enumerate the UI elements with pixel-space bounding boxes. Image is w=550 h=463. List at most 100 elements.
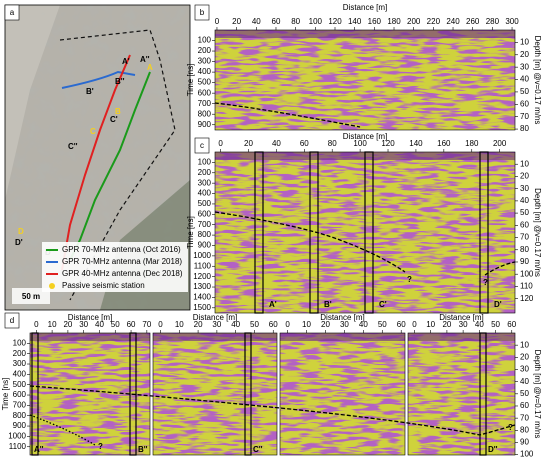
profile-mark: C'' (253, 445, 263, 454)
profile-label: C'' (68, 142, 78, 151)
x-tick-label: 280 (486, 17, 500, 26)
crossing-box (129, 332, 137, 456)
x-tick-label: 10 (175, 320, 184, 329)
y-tick-label: 500 (198, 78, 212, 87)
x-tick-label: 0 (158, 320, 163, 329)
legend-box (42, 242, 188, 292)
y2-tick-label: 10 (520, 340, 529, 349)
x-tick-label: 80 (328, 139, 337, 148)
y2-tick-label: 80 (520, 124, 529, 133)
profile-mark: C' (379, 300, 387, 309)
x-tick-label: 60 (507, 320, 516, 329)
y-tick-label: 500 (13, 380, 27, 389)
boundary (59, 29, 176, 301)
y2-tick-label: 70 (520, 233, 529, 242)
legend-label: GPR 70-MHz antenna (Oct 2016) (62, 245, 181, 254)
x-tick-label: 60 (397, 320, 406, 329)
x-tick-label: 300 (505, 17, 519, 26)
radargram-frame (29, 332, 151, 456)
crossing-box (254, 151, 264, 314)
y-tick-label: 800 (198, 109, 212, 118)
radargram-frame (214, 29, 516, 131)
y-tick-label: 900 (13, 421, 27, 430)
profile-mark: A' (269, 300, 277, 309)
y2-axis-title: Depth [m] @v=0.17 m/ns (533, 36, 542, 125)
y2-tick-label: 10 (520, 159, 529, 168)
x-tick-label: 20 (63, 320, 72, 329)
x-tick-label: 10 (302, 320, 311, 329)
question-mark: ? (483, 278, 488, 287)
radargram-frame (279, 332, 406, 456)
radargram-top (280, 333, 405, 341)
y2-tick-label: 40 (520, 196, 529, 205)
x-axis-title: Distance [m] (320, 313, 364, 322)
profile-mark: B'' (138, 445, 148, 454)
crossing-box (364, 151, 374, 314)
y-tick-label: 600 (13, 390, 27, 399)
y2-tick-label: 70 (520, 112, 529, 121)
y-axis-title: Time [ns] (186, 216, 195, 249)
profile-label: A'' (140, 55, 150, 64)
legend-label: GPR 40-MHz antenna (Dec 2018) (62, 269, 183, 278)
x-tick-label: 50 (111, 320, 120, 329)
y-tick-label: 400 (198, 67, 212, 76)
radargram-texture (215, 30, 515, 130)
line-letter: A (147, 63, 153, 72)
x-tick-label: 40 (272, 139, 281, 148)
y2-tick-label: 70 (520, 413, 529, 422)
panel-label-box (4, 4, 20, 21)
y-tick-label: 1300 (193, 282, 211, 291)
panel-label: b (200, 8, 205, 17)
legend-label: GPR 70-MHz antenna (Mar 2018) (62, 257, 182, 266)
x-tick-label: 30 (212, 320, 221, 329)
y2-tick-label: 80 (520, 425, 529, 434)
y-tick-label: 800 (198, 230, 212, 239)
y-tick-label: 900 (198, 241, 212, 250)
interface-line (214, 211, 406, 273)
x-tick-label: 100 (309, 17, 323, 26)
y-tick-label: 700 (198, 220, 212, 229)
crossing-box (31, 332, 39, 456)
y-tick-label: 1100 (9, 442, 27, 451)
y2-tick-label: 40 (520, 377, 529, 386)
x-tick-label: 50 (491, 320, 500, 329)
y-tick-label: 600 (198, 88, 212, 97)
x-tick-label: 160 (368, 17, 382, 26)
y2-tick-label: 20 (520, 352, 529, 361)
y-tick-label: 300 (13, 359, 27, 368)
question-mark: ? (508, 423, 513, 432)
x-tick-label: 160 (437, 139, 451, 148)
y-axis-title: Time [ns] (1, 378, 10, 411)
y-tick-label: 900 (198, 120, 212, 129)
x-tick-label: 60 (300, 139, 309, 148)
y2-tick-label: 50 (520, 208, 529, 217)
line-letter: D (18, 227, 24, 236)
y2-tick-label: 30 (520, 365, 529, 374)
profile-label: B'' (115, 77, 125, 86)
y2-tick-label: 50 (520, 87, 529, 96)
radargram-top (215, 30, 515, 38)
x-tick-label: 10 (426, 320, 435, 329)
panel-label-box (4, 312, 20, 329)
y-tick-label: 1500 (193, 303, 211, 312)
y-tick-label: 400 (198, 189, 212, 198)
profile-blue (61, 70, 136, 89)
x-tick-label: 70 (142, 320, 151, 329)
y-tick-label: 700 (198, 99, 212, 108)
y-tick-label: 400 (13, 369, 27, 378)
crossing-box (479, 151, 489, 314)
x-tick-label: 40 (95, 320, 104, 329)
y2-tick-label: 80 (520, 245, 529, 254)
y-tick-label: 500 (198, 199, 212, 208)
y2-tick-label: 20 (520, 172, 529, 181)
y-tick-label: 100 (198, 157, 212, 166)
y2-tick-label: 30 (520, 62, 529, 71)
interface-line (29, 414, 96, 446)
profile-label: B' (86, 87, 94, 96)
y-tick-label: 100 (13, 338, 27, 347)
x-tick-label: 200 (407, 17, 421, 26)
profile-label: D' (15, 238, 23, 247)
y2-tick-label: 40 (520, 75, 529, 84)
line-letter: B (115, 107, 121, 116)
